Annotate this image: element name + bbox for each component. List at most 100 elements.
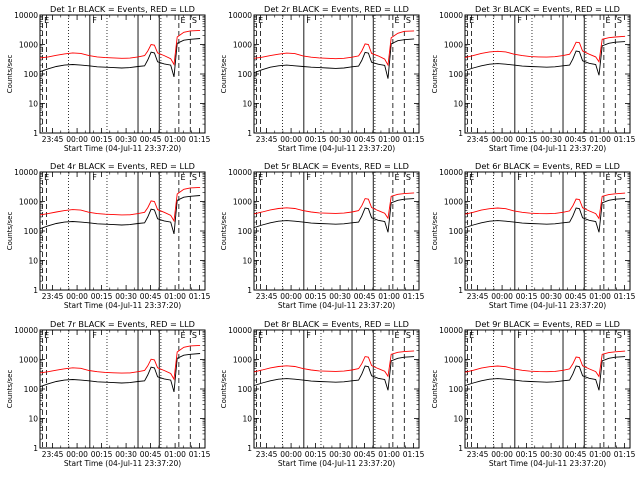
x-tick-label: 00:45 — [354, 135, 376, 144]
y-tick-label: 10 — [453, 415, 463, 424]
y-tick-label: 100 — [449, 385, 464, 394]
y-tick-label: 10000 — [439, 168, 463, 177]
flag-letter: S — [617, 16, 622, 25]
flag-letter: F — [517, 173, 522, 182]
flag-letter: E — [44, 173, 49, 182]
flag-letter: S — [406, 16, 411, 25]
x-tick-label: 00:30 — [329, 450, 351, 459]
x-tick-label: 23:45 — [467, 292, 489, 301]
y-tick-label: 10000 — [14, 326, 38, 335]
y-tick-label: 1 — [247, 129, 252, 138]
x-tick-label: 23:45 — [256, 450, 278, 459]
flag-letter: F — [517, 331, 522, 340]
plot-frame — [464, 171, 631, 291]
y-tick-label: 100 — [238, 227, 253, 236]
x-tick-label: 00:45 — [565, 450, 587, 459]
flag-letter: S — [406, 173, 411, 182]
y-tick-label: 1000 — [19, 198, 38, 207]
y-tick-label: 1000 — [444, 41, 463, 50]
y-axis-label: Counts/sec — [6, 55, 14, 94]
y-tick-label: 10 — [28, 257, 38, 266]
y-tick-label: 10 — [28, 100, 38, 109]
panel-det-1r: Det 1r BLACK = Events, RED = LLD 1 10 100 10… — [6, 4, 211, 153]
x-tick-label: 23:45 — [42, 292, 64, 301]
x-tick-label: 00:15 — [516, 135, 538, 144]
panel-det-5r: Det 5r BLACK = Events, RED = LLD 1 10 100 10… — [220, 161, 425, 310]
y-tick-label: 1 — [33, 286, 38, 295]
y-tick-label: 100 — [238, 70, 253, 79]
flag-letter: S — [406, 331, 411, 340]
x-tick-label: 00:15 — [305, 450, 327, 459]
y-tick-label: 10 — [453, 100, 463, 109]
y-tick-label: 10000 — [439, 11, 463, 20]
panel-det-2r: Det 2r BLACK = Events, RED = LLD 1 10 100 10… — [220, 4, 425, 153]
y-tick-label: 10000 — [228, 11, 252, 20]
flag-letter: E — [44, 331, 49, 340]
x-axis-label: Start Time (04-Jul-11 23:37:20) — [278, 459, 395, 468]
flag-letter: F — [306, 16, 311, 25]
x-tick-label: 01:15 — [403, 450, 425, 459]
x-tick-label: 00:15 — [305, 135, 327, 144]
x-axis-label: Start Time (04-Jul-11 23:37:20) — [278, 144, 395, 153]
panel-det-3r: Det 3r BLACK = Events, RED = LLD 1 10 100 10… — [431, 4, 636, 153]
panel-title: Det 9r BLACK = Events, RED = LLD — [475, 319, 620, 329]
x-tick-label: 00:15 — [91, 292, 113, 301]
flag-letter: F — [92, 331, 97, 340]
flag-letter: E — [469, 331, 474, 340]
lld-series-line — [464, 192, 626, 220]
x-axis-label: Start Time (04-Jul-11 23:37:20) — [489, 459, 606, 468]
x-tick-label: 00:00 — [280, 292, 302, 301]
panel-det-9r: Det 9r BLACK = Events, RED = LLD 1 10 100 10… — [431, 319, 636, 468]
x-tick-label: 01:15 — [189, 292, 211, 301]
x-tick-label: 00:30 — [115, 292, 137, 301]
flag-letter: E — [605, 173, 610, 182]
y-axis-label: Counts/sec — [6, 370, 14, 409]
x-tick-label: 00:00 — [66, 135, 88, 144]
x-tick-label: 00:45 — [140, 135, 162, 144]
x-tick-label: 00:00 — [66, 292, 88, 301]
lld-series-line — [253, 192, 415, 220]
y-tick-label: 1000 — [19, 41, 38, 50]
y-tick-label: 10000 — [439, 326, 463, 335]
x-tick-label: 00:30 — [115, 450, 137, 459]
panel-title: Det 3r BLACK = Events, RED = LLD — [475, 4, 620, 14]
y-tick-label: 10 — [242, 257, 252, 266]
y-tick-label: 100 — [24, 227, 39, 236]
panel-det-6r: Det 6r BLACK = Events, RED = LLD 1 10 100 10… — [431, 161, 636, 310]
x-tick-label: 00:15 — [305, 292, 327, 301]
flag-letter: F — [517, 16, 522, 25]
flag-letter: E — [258, 331, 263, 340]
x-tick-label: 00:00 — [280, 450, 302, 459]
panel-title: Det 6r BLACK = Events, RED = LLD — [475, 161, 620, 171]
x-tick-label: 00:30 — [540, 292, 562, 301]
plot-frame — [253, 171, 420, 291]
flag-letter: E — [180, 173, 185, 182]
panel-det-8r: Det 8r BLACK = Events, RED = LLD 1 10 100 10… — [220, 319, 425, 468]
y-tick-label: 1000 — [233, 356, 252, 365]
x-tick-label: 23:45 — [42, 450, 64, 459]
flag-letter: E — [394, 173, 399, 182]
x-axis-label: Start Time (04-Jul-11 23:37:20) — [64, 144, 181, 153]
events-series-line — [39, 353, 201, 393]
lld-series-line — [253, 30, 415, 67]
events-series-line — [253, 38, 415, 79]
x-tick-label: 01:15 — [403, 135, 425, 144]
x-tick-label: 01:00 — [378, 450, 400, 459]
y-tick-label: 1000 — [233, 41, 252, 50]
events-series-line — [253, 356, 415, 391]
flag-letter: S — [617, 331, 622, 340]
y-tick-label: 10000 — [14, 11, 38, 20]
lld-series-line — [464, 350, 626, 378]
panel-title: Det 2r BLACK = Events, RED = LLD — [264, 4, 409, 14]
x-axis-label: Start Time (04-Jul-11 23:37:20) — [64, 301, 181, 310]
x-tick-label: 00:15 — [516, 450, 538, 459]
x-tick-label: 01:15 — [614, 135, 636, 144]
plot-frame — [39, 329, 206, 449]
y-tick-label: 10 — [28, 415, 38, 424]
y-tick-label: 10 — [242, 100, 252, 109]
y-tick-label: 1 — [33, 444, 38, 453]
flag-letter: F — [92, 16, 97, 25]
x-tick-label: 01:00 — [378, 292, 400, 301]
y-tick-label: 100 — [24, 70, 39, 79]
x-tick-label: 01:15 — [189, 450, 211, 459]
